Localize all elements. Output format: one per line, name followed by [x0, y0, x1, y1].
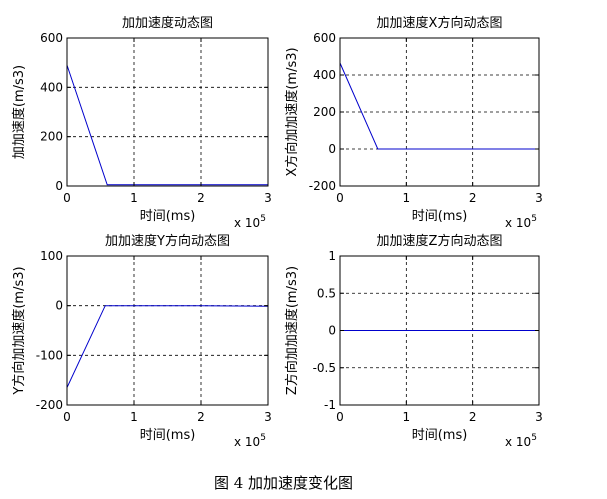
- x-axis-exponent: x 105: [505, 214, 537, 230]
- chart-title: 加加速度X方向动态图: [377, 15, 503, 31]
- data-line: [66, 305, 269, 388]
- x-axis-exponent: x 105: [234, 214, 266, 230]
- y-tick-label: 200: [313, 105, 336, 119]
- x-tick-label: 3: [264, 410, 272, 424]
- plot-area: [67, 38, 268, 186]
- x-tick-label: 2: [469, 410, 477, 424]
- plot-area: [340, 38, 539, 186]
- x-tick-label: 2: [469, 191, 477, 205]
- x-tick-label: 0: [63, 410, 71, 424]
- y-tick-label: -100: [36, 348, 63, 362]
- y-tick-label: 0: [55, 299, 63, 313]
- x-tick-label: 0: [336, 191, 344, 205]
- y-tick-label: 0: [55, 179, 63, 193]
- x-tick-label: 1: [403, 191, 411, 205]
- x-tick-label: 3: [264, 191, 272, 205]
- axes-frame: [66, 37, 269, 187]
- x-tick-label: 1: [130, 191, 138, 205]
- chart-title: 加加速度动态图: [122, 15, 213, 31]
- x-axis-exponent: x 105: [505, 433, 537, 449]
- chart-title: 加加速度Y方向动态图: [105, 233, 230, 249]
- figure-caption: 图 4 加加速度变化图: [213, 474, 354, 492]
- y-axis-label: X方向加加速度(m/s3): [284, 47, 300, 176]
- x-tick-label: 0: [336, 410, 344, 424]
- y-tick-label: 1: [328, 249, 336, 263]
- y-tick-label: 0.5: [317, 286, 336, 300]
- x-tick-label: 3: [535, 410, 543, 424]
- chart-title: 加加速度Z方向动态图: [377, 233, 503, 249]
- y-tick-label: 0: [328, 324, 336, 338]
- y-tick-label: 100: [40, 249, 63, 263]
- x-tick-label: 1: [403, 410, 411, 424]
- y-tick-label: 600: [40, 31, 63, 45]
- x-tick-label: 1: [130, 410, 138, 424]
- x-axis-label: 时间(ms): [412, 209, 468, 224]
- y-axis-label: Y方向加加速度(m/s3): [11, 266, 27, 395]
- y-tick-label: 400: [40, 80, 63, 94]
- y-tick-label: -200: [309, 179, 336, 193]
- x-tick-label: 2: [197, 410, 205, 424]
- y-tick-label: 600: [313, 31, 336, 45]
- x-axis-label: 时间(ms): [140, 209, 196, 224]
- plot-area: [67, 256, 268, 405]
- axes-frame: [66, 255, 269, 406]
- data-line: [339, 62, 539, 150]
- x-axis-label: 时间(ms): [412, 428, 468, 443]
- y-tick-label: 0: [328, 142, 336, 156]
- y-tick-label: -0.5: [313, 361, 336, 375]
- x-axis-exponent: x 105: [234, 433, 266, 449]
- x-tick-label: 0: [63, 191, 71, 205]
- x-axis-label: 时间(ms): [140, 428, 196, 443]
- y-axis-label: Z方向加加速度(m/s3): [284, 266, 300, 395]
- x-tick-label: 3: [535, 191, 543, 205]
- y-tick-label: -200: [36, 398, 63, 412]
- x-tick-label: 2: [197, 191, 205, 205]
- y-tick-label: -1: [324, 398, 336, 412]
- y-tick-label: 200: [40, 130, 63, 144]
- data-line: [66, 64, 268, 186]
- y-tick-label: 400: [313, 68, 336, 82]
- subplot-2: 0 1 2 3-2000200400600加加速度X方向动态图时间(ms)X方向加加速…: [284, 15, 543, 230]
- y-axis-label: 加加速度(m/s3): [11, 65, 27, 159]
